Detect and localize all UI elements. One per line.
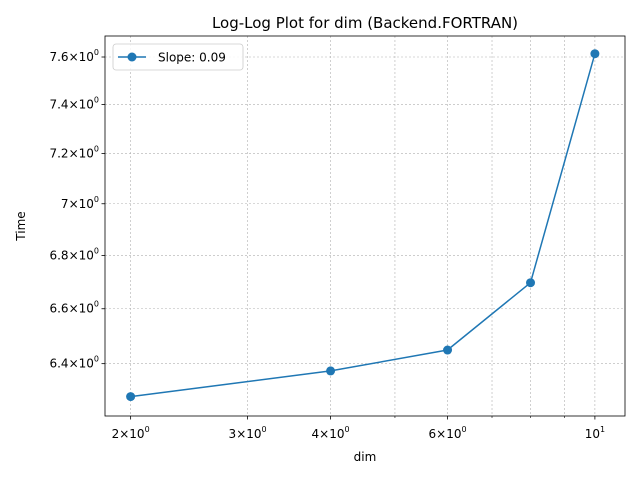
tick-label-times: × [69, 248, 79, 262]
y-tick-label: 7.6×100 [49, 48, 99, 64]
tick-label-exponent: 0 [94, 48, 99, 57]
x-tick-label: 6×100 [428, 425, 466, 441]
tick-label-power-base: 10 [79, 357, 94, 371]
series-layer [126, 49, 600, 402]
y-tick-label: 7.2×100 [49, 144, 99, 160]
y-tick-label: 6.6×100 [49, 300, 99, 316]
tick-label-base: 7.6 [49, 50, 68, 64]
legend: Slope: 0.09 [112, 43, 244, 71]
tick-label-times: × [69, 50, 79, 64]
x-tick-label: 3×100 [229, 425, 267, 441]
tick-label-base: 7.4 [49, 98, 68, 112]
tick-label-base: 6 [428, 427, 436, 441]
data-point [590, 49, 600, 59]
tick-label-base: 2 [112, 427, 120, 441]
tick-label-exponent: 0 [262, 425, 267, 434]
tick-label-exponent: 0 [94, 96, 99, 105]
tick-label-base: 6.8 [49, 248, 68, 262]
legend-box [112, 43, 244, 71]
data-point [326, 366, 336, 376]
tick-label-power-base: 10 [79, 197, 94, 211]
y-tick-label: 7.4×100 [49, 96, 99, 112]
tick-label-exponent: 0 [94, 355, 99, 364]
tick-label-exponent: 0 [94, 144, 99, 153]
tick-label-base: 4 [312, 427, 320, 441]
tick-label-power-base: 10 [246, 427, 261, 441]
axis-ticks: 2×100 3×100 4×100 6×100 1016.4×1006.6×1006.8… [49, 48, 605, 441]
tick-label-exponent: 0 [94, 195, 99, 204]
tick-label-times: × [69, 197, 79, 211]
tick-label-power-base: 10 [79, 302, 94, 316]
tick-label-power-base: 10 [79, 98, 94, 112]
tick-label-base: 7.2 [49, 146, 68, 160]
legend-label: Slope: 0.09 [158, 51, 226, 65]
tick-label-power-base: 10 [79, 248, 94, 262]
y-tick-label: 6.8×100 [49, 246, 99, 262]
tick-label-power-base: 10 [446, 427, 461, 441]
tick-label-exponent: 0 [461, 425, 466, 434]
x-tick-label: 2×100 [112, 425, 150, 441]
data-point [443, 345, 453, 355]
tick-label-times: × [436, 427, 446, 441]
x-tick-label: 101 [585, 425, 605, 441]
tick-label-base: 3 [229, 427, 237, 441]
tick-label-times: × [69, 357, 79, 371]
data-point [526, 278, 536, 288]
tick-label-times: × [236, 427, 246, 441]
tick-label-power-base: 10 [585, 427, 600, 441]
tick-label-power-base: 10 [79, 50, 94, 64]
y-axis-label: Time [14, 211, 28, 241]
tick-label-exponent: 0 [94, 300, 99, 309]
tick-label-times: × [319, 427, 329, 441]
y-tick-label: 7×100 [61, 195, 99, 211]
tick-label-base: 6.6 [49, 302, 68, 316]
tick-label-power-base: 10 [329, 427, 344, 441]
tick-label-times: × [69, 146, 79, 160]
x-tick-label: 4×100 [312, 425, 350, 441]
legend-marker-swatch [127, 52, 137, 62]
y-tick-label: 6.4×100 [49, 355, 99, 371]
grid-lines [105, 36, 625, 416]
tick-label-power-base: 10 [129, 427, 144, 441]
tick-label-exponent: 0 [145, 425, 150, 434]
tick-label-exponent: 0 [345, 425, 350, 434]
tick-label-times: × [69, 98, 79, 112]
tick-label-base: 6.4 [49, 357, 68, 371]
tick-label-exponent: 0 [94, 246, 99, 255]
tick-label-base: 7 [61, 197, 69, 211]
axes-frame [104, 35, 626, 417]
x-axis-label: dim [354, 450, 377, 464]
chart-title: Log-Log Plot for dim (Backend.FORTRAN) [212, 14, 518, 32]
tick-label-times: × [119, 427, 129, 441]
tick-label-power-base: 10 [79, 146, 94, 160]
data-point [126, 392, 136, 402]
tick-label-times: × [69, 302, 79, 316]
tick-label-exponent: 1 [600, 425, 605, 434]
